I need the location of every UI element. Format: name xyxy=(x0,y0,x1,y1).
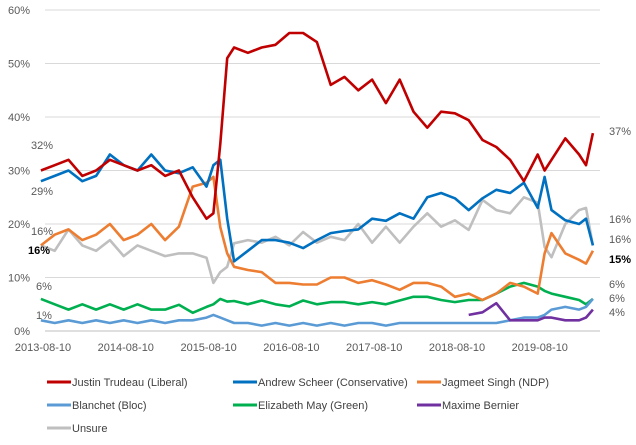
series-lines xyxy=(40,31,595,327)
end-value-label: 37% xyxy=(609,126,631,138)
legend-label: Maxime Bernier xyxy=(442,400,519,412)
y-tick-label: 50% xyxy=(8,59,30,71)
start-value-label: 29% xyxy=(31,186,53,198)
series-line-4 xyxy=(40,281,594,315)
legend: Justin Trudeau (Liberal) Andrew Scheer (C… xyxy=(47,377,549,435)
start-value-label: 1% xyxy=(36,310,52,322)
start-value-label: 6% xyxy=(36,281,52,293)
x-tick-label: 2018-08-10 xyxy=(429,342,485,354)
series-line-3 xyxy=(40,298,594,327)
legend-label: Jagmeet Singh (NDP) xyxy=(442,377,549,389)
x-tick-label: 2017-08-10 xyxy=(346,342,402,354)
data-labels: 32% 29% 16% 1% 6% 16% 37% 16% 15% 6% 6% 4% 16% xyxy=(28,126,631,322)
end-value-label: 6% xyxy=(609,293,625,305)
y-tick-label: 0% xyxy=(14,326,30,338)
end-value-label: 6% xyxy=(609,279,625,291)
series-line-6 xyxy=(40,196,595,285)
y-axis-ticks: 0% 10% 20% 30% 40% 50% 60% xyxy=(8,5,30,338)
start-value-label: 16% xyxy=(31,226,53,238)
legend-label: Blanchet (Bloc) xyxy=(72,400,147,412)
series-line-2 xyxy=(40,175,595,302)
legend-label: Justin Trudeau (Liberal) xyxy=(72,377,188,389)
end-value-label: 15% xyxy=(609,254,631,266)
x-axis-ticks: 2013-08-10 2014-08-10 2015-08-10 2016-08-10… xyxy=(15,342,568,354)
end-value-label: 16% xyxy=(609,234,631,246)
legend-item: Unsure xyxy=(47,423,107,435)
series-line-1 xyxy=(40,153,595,263)
y-tick-label: 60% xyxy=(8,5,30,17)
y-tick-label: 10% xyxy=(8,273,30,285)
legend-item: Andrew Scheer (Conservative) xyxy=(233,377,408,389)
start-value-label: 16% xyxy=(28,245,50,257)
legend-item: Maxime Bernier xyxy=(417,400,519,412)
x-tick-label: 2013-08-10 xyxy=(15,342,71,354)
legend-item: Jagmeet Singh (NDP) xyxy=(417,377,549,389)
start-value-label: 32% xyxy=(31,140,53,152)
legend-item: Justin Trudeau (Liberal) xyxy=(47,377,188,389)
legend-label: Elizabeth May (Green) xyxy=(258,400,368,412)
y-tick-label: 30% xyxy=(8,166,30,178)
legend-item: Elizabeth May (Green) xyxy=(233,400,368,412)
legend-item: Blanchet (Bloc) xyxy=(47,400,147,412)
end-value-label: 4% xyxy=(609,307,625,319)
x-tick-label: 2014-08-10 xyxy=(98,342,154,354)
end-value-label: 16% xyxy=(609,214,631,226)
legend-label: Andrew Scheer (Conservative) xyxy=(258,377,408,389)
series-line-0 xyxy=(40,31,595,220)
x-tick-label: 2015-08-10 xyxy=(180,342,236,354)
y-tick-label: 40% xyxy=(8,112,30,124)
legend-label: Unsure xyxy=(72,423,107,435)
x-tick-label: 2016-08-10 xyxy=(263,342,319,354)
x-tick-label: 2019-08-10 xyxy=(512,342,568,354)
y-tick-label: 20% xyxy=(8,219,30,231)
series-line-5 xyxy=(468,301,594,322)
